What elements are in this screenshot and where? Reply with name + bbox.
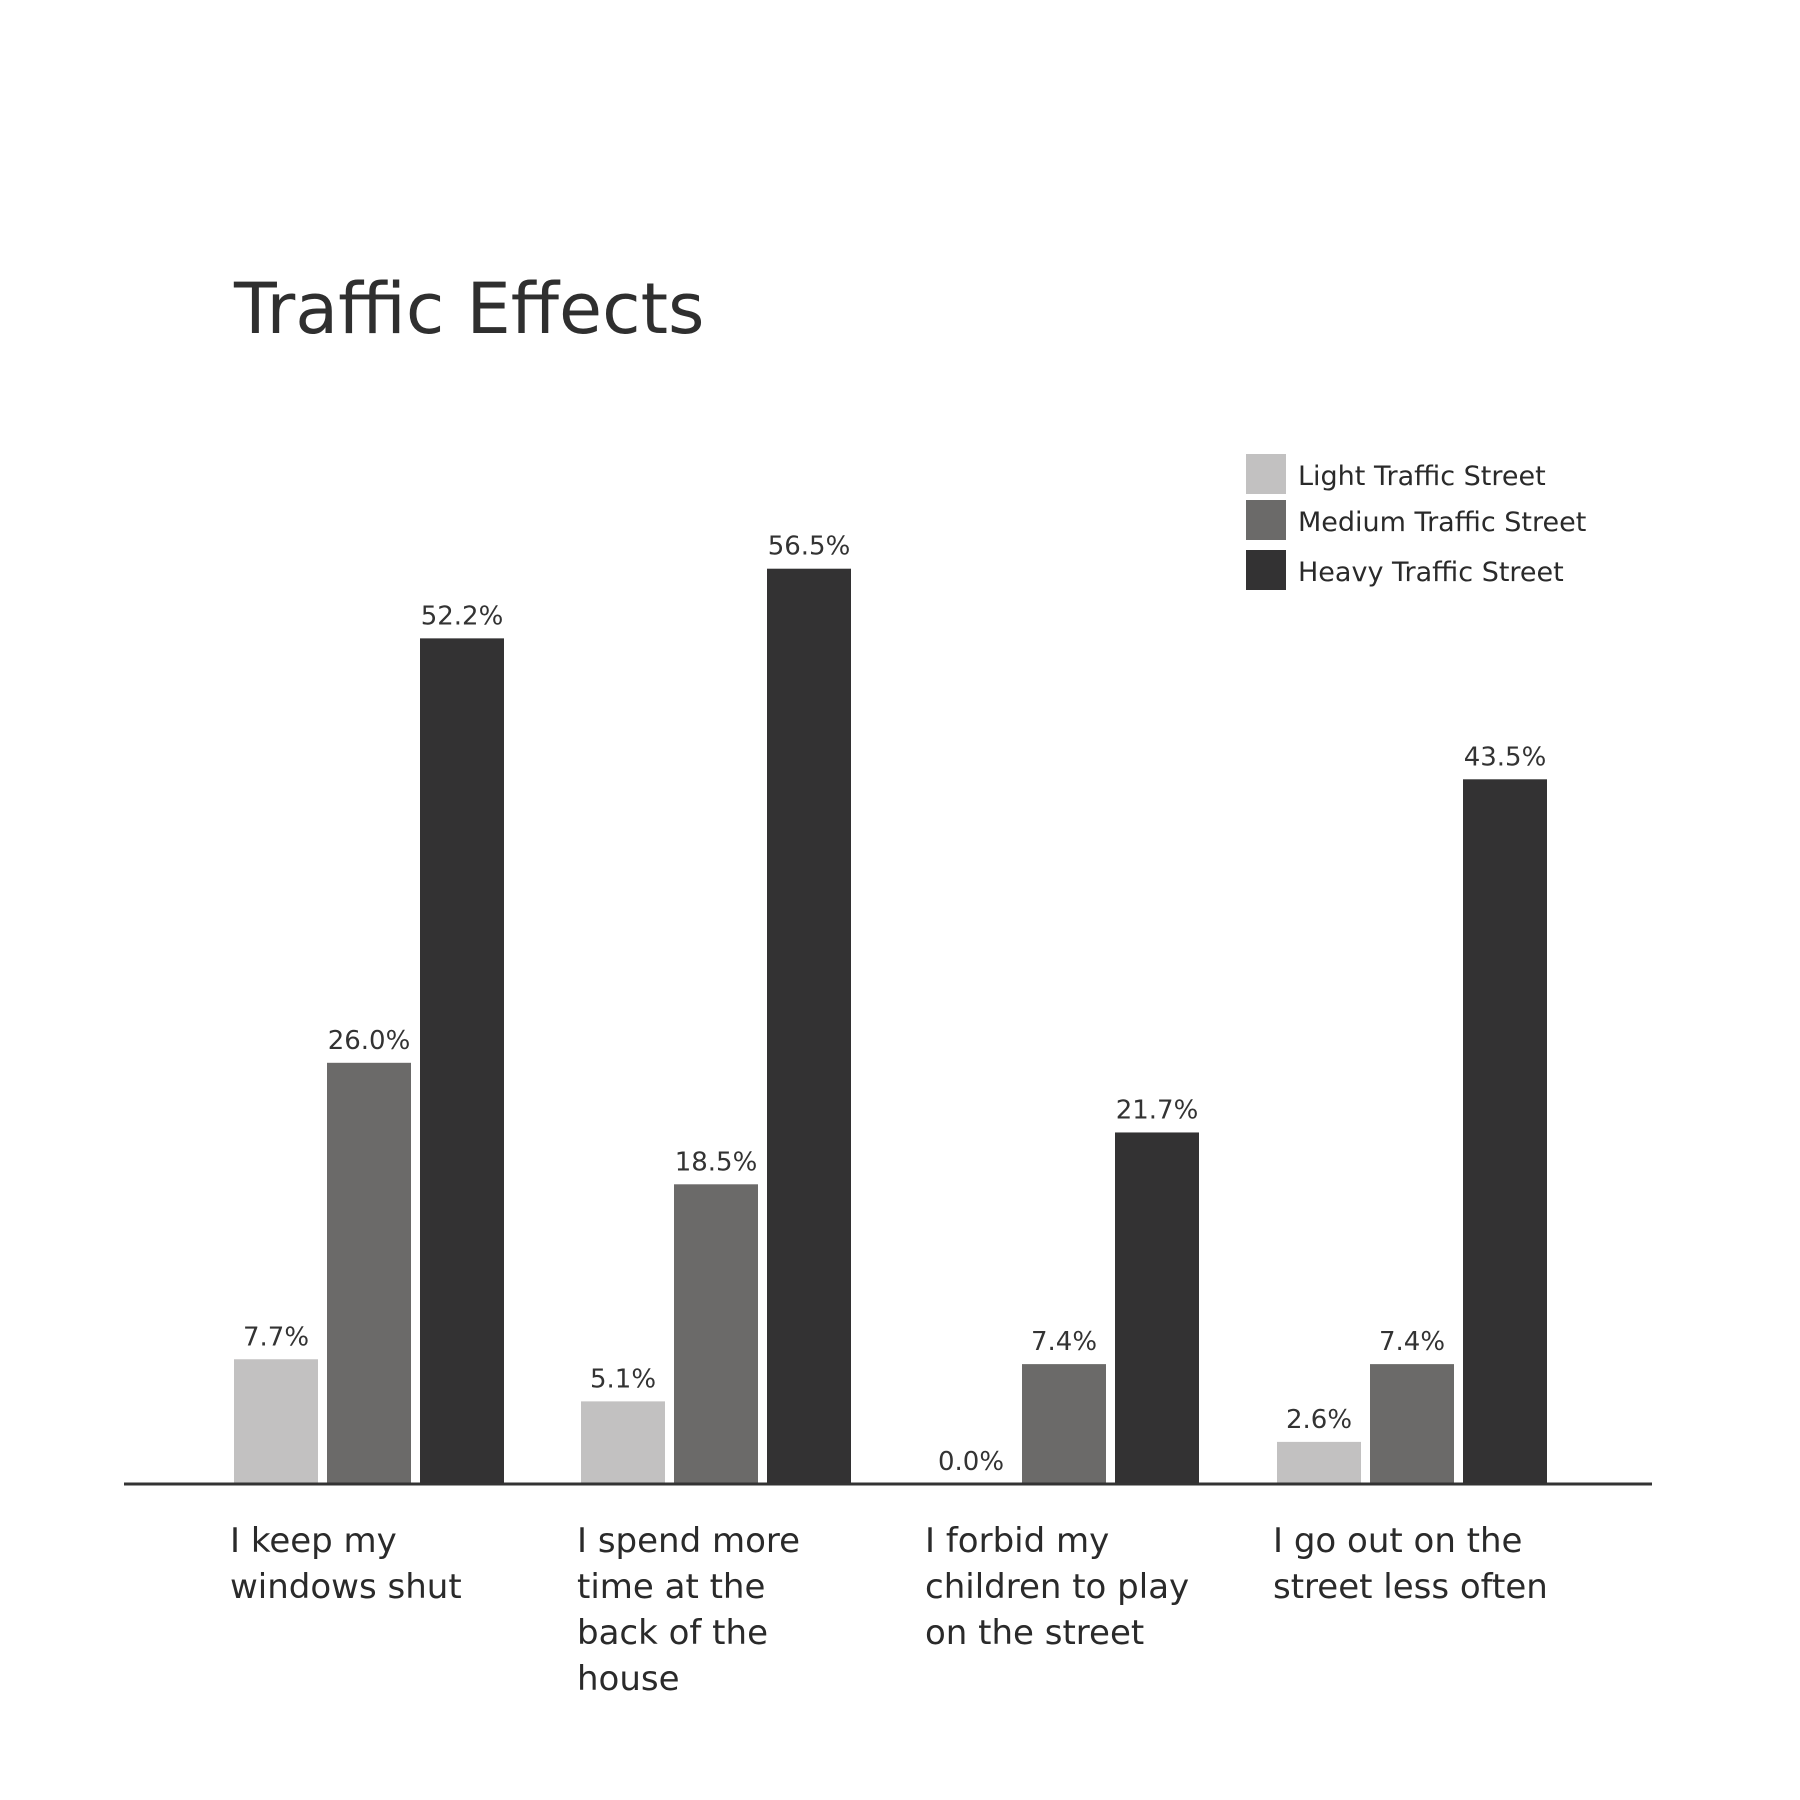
category-label: I spend more time at the back of the house — [577, 1521, 800, 1699]
bar-2-2 — [674, 1184, 758, 1484]
chart-title: Traffic Effects — [233, 268, 704, 350]
legend-swatch — [1246, 550, 1286, 590]
bar-3-3 — [1115, 1132, 1199, 1484]
value-label: 26.0% — [328, 1026, 411, 1056]
category-label-line: children to play — [925, 1567, 1189, 1607]
value-label: 43.5% — [1464, 742, 1547, 772]
category-labels-layer: I keep my windows shut I spend more time at… — [230, 1521, 1548, 1699]
category-label-line: I keep my — [230, 1521, 397, 1561]
legend-label: Heavy Traffic Street — [1298, 557, 1564, 588]
value-label: 52.2% — [421, 601, 504, 631]
value-label: 18.5% — [675, 1147, 758, 1177]
value-label: 21.7% — [1116, 1095, 1199, 1125]
bar-2-3 — [1022, 1364, 1106, 1484]
value-label: 7.7% — [243, 1322, 309, 1352]
bar-3-4 — [1463, 779, 1547, 1484]
bar-3-1 — [420, 638, 504, 1484]
value-label: 2.6% — [1286, 1405, 1352, 1435]
value-label: 5.1% — [590, 1364, 656, 1394]
value-label: 56.5% — [768, 532, 851, 562]
category-label-line: I go out on the — [1273, 1521, 1522, 1561]
bars-layer — [234, 568, 1547, 1484]
bar-2-1 — [327, 1062, 411, 1484]
category-label-line: street less often — [1273, 1567, 1548, 1607]
value-label: 7.4% — [1379, 1327, 1445, 1357]
value-label: 7.4% — [1031, 1327, 1097, 1357]
category-label: I keep my windows shut — [230, 1521, 462, 1607]
category-label: I go out on the street less often — [1273, 1521, 1548, 1607]
legend-swatch — [1246, 454, 1286, 494]
category-label-line: on the street — [925, 1613, 1144, 1653]
legend-label: Medium Traffic Street — [1298, 507, 1586, 538]
value-label: 0.0% — [938, 1447, 1004, 1477]
bar-1-4 — [1277, 1441, 1361, 1484]
bar-2-4 — [1370, 1364, 1454, 1484]
legend: Light Traffic Street Medium Traffic Stree… — [1246, 454, 1586, 590]
category-label-line: house — [577, 1659, 680, 1699]
category-label-line: windows shut — [230, 1567, 462, 1607]
bar-3-2 — [767, 568, 851, 1484]
category-label: I forbid my children to play on the street — [925, 1521, 1189, 1653]
value-labels-layer: 7.7% 5.1% 0.0% 2.6% 26.0% 18.5% 7.4% 7.4% 52.2% 5… — [243, 532, 1546, 1477]
category-label-line: back of the — [577, 1613, 768, 1653]
legend-label: Light Traffic Street — [1298, 461, 1546, 492]
legend-swatch — [1246, 500, 1286, 540]
category-label-line: time at the — [577, 1567, 765, 1607]
category-label-line: I forbid my — [925, 1521, 1109, 1561]
bar-1-2 — [581, 1401, 665, 1484]
category-label-line: I spend more — [577, 1521, 800, 1561]
bar-1-1 — [234, 1359, 318, 1484]
